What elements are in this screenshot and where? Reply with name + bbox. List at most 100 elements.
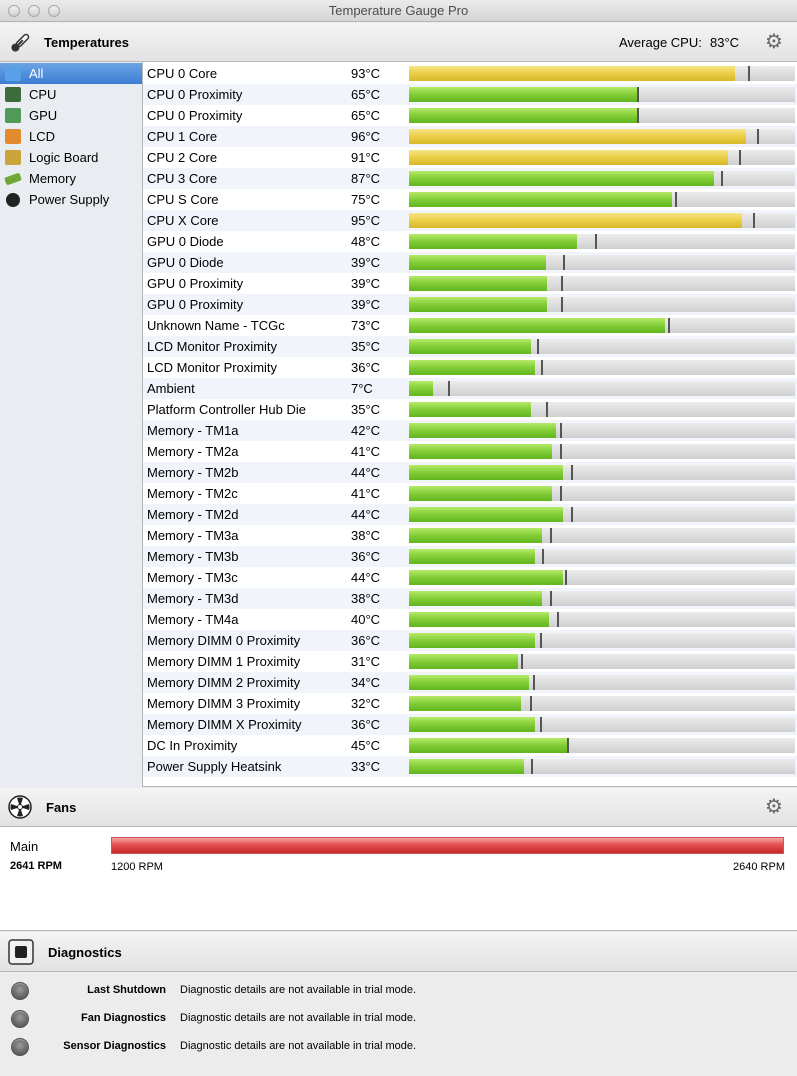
temperatures-title: Temperatures xyxy=(44,35,130,50)
logic-board-icon xyxy=(5,150,21,165)
temperature-bar-fill xyxy=(409,234,577,249)
max-temperature-marker xyxy=(675,192,677,207)
zoom-window-button[interactable] xyxy=(48,5,60,17)
temperature-bar xyxy=(409,465,795,480)
status-led-icon xyxy=(11,1038,29,1056)
sensor-name: LCD Monitor Proximity xyxy=(147,360,278,375)
sensor-name: CPU X Core xyxy=(147,213,219,228)
max-temperature-marker xyxy=(560,444,562,459)
max-temperature-marker xyxy=(533,675,535,690)
sensor-name: GPU 0 Diode xyxy=(147,255,224,270)
sidebar-item-memory[interactable]: Memory xyxy=(0,168,142,189)
sensor-row: CPU S Core 75°C xyxy=(143,189,797,210)
sensor-name: GPU 0 Proximity xyxy=(147,297,244,312)
temperature-bar xyxy=(409,444,795,459)
temperature-bar-fill xyxy=(409,150,728,165)
sensor-value: 39°C xyxy=(351,276,381,291)
temperature-bar xyxy=(409,150,795,165)
sensor-value: 65°C xyxy=(351,108,381,123)
gear-icon[interactable]: ⚙ xyxy=(765,31,783,53)
temperature-bar xyxy=(409,759,795,774)
sensor-row: Memory - TM3a 38°C xyxy=(143,525,797,546)
temperature-bar xyxy=(409,591,795,606)
sidebar-item-power-supply[interactable]: Power Supply xyxy=(0,189,142,210)
fans-header: Fans ⚙ xyxy=(0,788,797,827)
sensor-value: 38°C xyxy=(351,528,381,543)
temperature-bar-fill xyxy=(409,654,518,669)
minimize-window-button[interactable] xyxy=(28,5,40,17)
memory-icon xyxy=(4,172,22,186)
temperature-bar-fill xyxy=(409,423,556,438)
close-window-button[interactable] xyxy=(8,5,20,17)
sensor-value: 48°C xyxy=(351,234,381,249)
sensor-name: Memory - TM3d xyxy=(147,591,239,606)
temperature-bar xyxy=(409,171,795,186)
sidebar-item-label: CPU xyxy=(29,87,57,102)
sidebar-item-label: Logic Board xyxy=(29,150,99,165)
sensor-name: CPU S Core xyxy=(147,192,219,207)
temperature-bar xyxy=(409,213,795,228)
temperature-bar xyxy=(409,108,795,123)
sensor-value: 87°C xyxy=(351,171,381,186)
sidebar-item-gpu[interactable]: GPU xyxy=(0,105,142,126)
temperature-bar-fill xyxy=(409,129,746,144)
sensor-row: GPU 0 Diode 39°C xyxy=(143,252,797,273)
sensor-name: CPU 0 Proximity xyxy=(147,108,243,123)
temperature-bar xyxy=(409,339,795,354)
sensor-name: CPU 2 Core xyxy=(147,150,218,165)
temperature-bar xyxy=(409,297,795,312)
max-temperature-marker xyxy=(540,633,542,648)
sensor-value: 91°C xyxy=(351,150,381,165)
sensor-value: 41°C xyxy=(351,486,381,501)
temperature-bar-fill xyxy=(409,318,665,333)
sidebar-item-logic-board[interactable]: Logic Board xyxy=(0,147,142,168)
diagnostic-row-fan: Fan Diagnostics Diagnostic details are n… xyxy=(0,1008,797,1036)
sensor-name: Memory DIMM 2 Proximity xyxy=(147,675,301,690)
sensor-value: 93°C xyxy=(351,66,381,81)
sidebar-item-label: LCD xyxy=(29,129,56,144)
temperature-bar-fill xyxy=(409,213,742,228)
temperature-bar xyxy=(409,486,795,501)
temperature-bar-fill xyxy=(409,528,542,543)
sensor-name: GPU 0 Proximity xyxy=(147,276,244,291)
sensor-value: 36°C xyxy=(351,360,381,375)
max-temperature-marker xyxy=(739,150,741,165)
sensor-row: GPU 0 Proximity 39°C xyxy=(143,273,797,294)
temperature-bar xyxy=(409,633,795,648)
sensor-row: Ambient 7°C xyxy=(143,378,797,399)
temperature-bar-fill xyxy=(409,570,563,585)
gear-icon[interactable]: ⚙ xyxy=(765,796,783,818)
temperature-bar-fill xyxy=(409,402,531,417)
sidebar-item-label: GPU xyxy=(29,108,58,123)
sensor-name: Memory DIMM 3 Proximity xyxy=(147,696,301,711)
temperature-bar-fill xyxy=(409,339,531,354)
sensor-value: 75°C xyxy=(351,192,381,207)
max-temperature-marker xyxy=(546,402,548,417)
sidebar-item-cpu[interactable]: CPU xyxy=(0,84,142,105)
sensor-name: Memory DIMM X Proximity xyxy=(147,717,302,732)
sensor-row: Unknown Name - TCGc 73°C xyxy=(143,315,797,336)
sensor-row: Memory - TM1a 42°C xyxy=(143,420,797,441)
sensor-value: 44°C xyxy=(351,570,381,585)
sensor-row: CPU X Core 95°C xyxy=(143,210,797,231)
max-temperature-marker xyxy=(563,255,565,270)
sensor-row: Memory - TM2a 41°C xyxy=(143,441,797,462)
sensor-name: Unknown Name - TCGc xyxy=(147,318,285,333)
temperature-bar xyxy=(409,129,795,144)
fans-title: Fans xyxy=(46,800,77,815)
sensor-row: GPU 0 Diode 48°C xyxy=(143,231,797,252)
cpu-chip-icon xyxy=(5,87,21,102)
sensor-name: Memory - TM3a xyxy=(147,528,239,543)
max-temperature-marker xyxy=(637,87,639,102)
sensor-row: Memory DIMM 3 Proximity 32°C xyxy=(143,693,797,714)
sensor-value: 40°C xyxy=(351,612,381,627)
sidebar-item-lcd[interactable]: LCD xyxy=(0,126,142,147)
sensor-row: DC In Proximity 45°C xyxy=(143,735,797,756)
fan-speed-bar xyxy=(111,837,784,854)
sensor-value: 7°C xyxy=(351,381,373,396)
temperature-bar-fill xyxy=(409,633,535,648)
max-temperature-marker xyxy=(753,213,755,228)
sidebar-item-all[interactable]: All xyxy=(0,63,142,84)
sensor-value: 96°C xyxy=(351,129,381,144)
max-temperature-marker xyxy=(668,318,670,333)
